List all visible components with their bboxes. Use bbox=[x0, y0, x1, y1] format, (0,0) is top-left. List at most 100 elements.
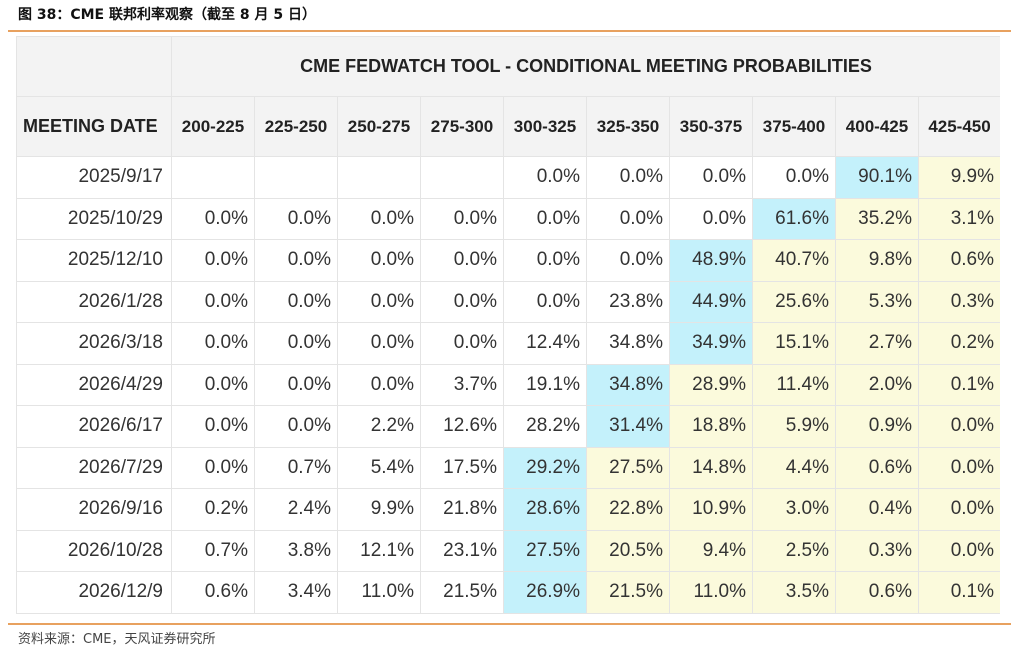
probability-cell: 0.0% bbox=[503, 280, 587, 323]
probability-cell: 29.2% bbox=[503, 446, 587, 489]
fedwatch-table: CME FEDWATCH TOOL - CONDITIONAL MEETING … bbox=[16, 36, 1000, 614]
probability-cell: 0.0% bbox=[171, 405, 255, 448]
probability-cell: 3.8% bbox=[254, 529, 338, 572]
source-note: 资料来源：CME，天风证券研究所 bbox=[18, 632, 216, 647]
probability-cell: 9.4% bbox=[669, 529, 753, 572]
table-row: 2025/10/29 0.0% 0.0% 0.0% 0.0% 0.0% 0.0% 0.0% 61… bbox=[16, 197, 1000, 240]
probability-cell: 9.9% bbox=[917, 156, 1000, 199]
probability-cell: 0.0% bbox=[917, 405, 1000, 448]
probability-cell: 23.8% bbox=[586, 280, 670, 323]
probability-cell: 0.0% bbox=[420, 239, 504, 282]
rate-header: 425-450 bbox=[917, 96, 1000, 157]
table-row: 2026/6/17 0.0% 0.0% 2.2% 12.6% 28.2% 31.4% 18.8… bbox=[16, 405, 1000, 448]
probability-cell: 34.8% bbox=[586, 322, 670, 365]
probability-cell: 9.8% bbox=[835, 239, 919, 282]
table-row: 2025/12/10 0.0% 0.0% 0.0% 0.0% 0.0% 0.0% 48.9% 4… bbox=[16, 239, 1000, 282]
probability-cell: 0.1% bbox=[917, 571, 1000, 614]
rate-header: 325-350 bbox=[586, 96, 670, 157]
meeting-date-cell: 2026/6/17 bbox=[16, 405, 172, 448]
probability-cell: 12.6% bbox=[420, 405, 504, 448]
probability-cell bbox=[254, 156, 338, 199]
probability-cell: 0.0% bbox=[503, 197, 587, 240]
probability-cell: 5.3% bbox=[835, 280, 919, 323]
rate-header: 350-375 bbox=[669, 96, 753, 157]
probability-cell: 0.0% bbox=[420, 322, 504, 365]
probability-cell: 28.6% bbox=[503, 488, 587, 531]
probability-cell: 0.0% bbox=[420, 197, 504, 240]
rate-header: 275-300 bbox=[420, 96, 504, 157]
probability-cell: 27.5% bbox=[586, 446, 670, 489]
meeting-date-cell: 2026/9/16 bbox=[16, 488, 172, 531]
meeting-date-cell: 2026/10/28 bbox=[16, 529, 172, 572]
probability-cell: 0.6% bbox=[171, 571, 255, 614]
probability-cell: 0.0% bbox=[171, 322, 255, 365]
figure-caption: 图 38：CME 联邦利率观察（截至 8 月 5 日） bbox=[18, 7, 316, 23]
probability-cell: 3.4% bbox=[254, 571, 338, 614]
meeting-date-cell: 2025/12/10 bbox=[16, 239, 172, 282]
probability-cell: 12.1% bbox=[337, 529, 421, 572]
probability-cell: 0.0% bbox=[917, 488, 1000, 531]
probability-cell: 3.7% bbox=[420, 363, 504, 406]
probability-cell: 21.5% bbox=[420, 571, 504, 614]
table-row: 2025/9/17 0.0% 0.0% 0.0% 0.0% 90.1% 9.9% bbox=[16, 156, 1000, 199]
probability-cell: 0.0% bbox=[171, 197, 255, 240]
title-row: CME FEDWATCH TOOL - CONDITIONAL MEETING … bbox=[16, 36, 1000, 97]
probability-cell: 48.9% bbox=[669, 239, 753, 282]
probability-cell: 2.7% bbox=[835, 322, 919, 365]
rate-header: 375-400 bbox=[752, 96, 836, 157]
probability-cell: 22.8% bbox=[586, 488, 670, 531]
probability-cell: 5.9% bbox=[752, 405, 836, 448]
table-row: 2026/7/29 0.0% 0.7% 5.4% 17.5% 29.2% 27.5% 14.8… bbox=[16, 446, 1000, 489]
probability-cell: 61.6% bbox=[752, 197, 836, 240]
fedwatch-table-container: CME FEDWATCH TOOL - CONDITIONAL MEETING … bbox=[16, 36, 1000, 616]
probability-cell: 5.4% bbox=[337, 446, 421, 489]
probability-cell: 0.0% bbox=[171, 446, 255, 489]
bottom-rule bbox=[8, 623, 1011, 625]
top-rule bbox=[8, 30, 1011, 32]
probability-cell: 14.8% bbox=[669, 446, 753, 489]
probability-cell: 3.5% bbox=[752, 571, 836, 614]
table-row: 2026/4/29 0.0% 0.0% 0.0% 3.7% 19.1% 34.8% 28.9%… bbox=[16, 363, 1000, 406]
probability-cell: 0.3% bbox=[835, 529, 919, 572]
probability-cell: 0.0% bbox=[254, 239, 338, 282]
probability-cell: 2.0% bbox=[835, 363, 919, 406]
probability-cell: 18.8% bbox=[669, 405, 753, 448]
rate-header: 225-250 bbox=[254, 96, 338, 157]
probability-cell: 90.1% bbox=[835, 156, 919, 199]
meeting-date-cell: 2026/12/9 bbox=[16, 571, 172, 614]
meeting-date-cell: 2026/4/29 bbox=[16, 363, 172, 406]
probability-cell: 0.0% bbox=[254, 197, 338, 240]
probability-cell: 34.9% bbox=[669, 322, 753, 365]
probability-cell: 17.5% bbox=[420, 446, 504, 489]
probability-cell: 3.1% bbox=[917, 197, 1000, 240]
meeting-date-cell: 2026/7/29 bbox=[16, 446, 172, 489]
table-row: 2026/12/9 0.6% 3.4% 11.0% 21.5% 26.9% 21.5% 11.… bbox=[16, 571, 1000, 614]
probability-cell: 0.4% bbox=[835, 488, 919, 531]
probability-cell: 34.8% bbox=[586, 363, 670, 406]
probability-cell: 0.6% bbox=[835, 446, 919, 489]
probability-cell: 12.4% bbox=[503, 322, 587, 365]
probability-cell: 11.0% bbox=[337, 571, 421, 614]
probability-cell: 2.4% bbox=[254, 488, 338, 531]
probability-cell bbox=[420, 156, 504, 199]
probability-cell: 0.7% bbox=[171, 529, 255, 572]
probability-cell: 19.1% bbox=[503, 363, 587, 406]
meeting-date-cell: 2025/10/29 bbox=[16, 197, 172, 240]
probability-cell: 0.0% bbox=[586, 156, 670, 199]
probability-cell: 2.2% bbox=[337, 405, 421, 448]
probability-cell: 10.9% bbox=[669, 488, 753, 531]
probability-cell: 0.0% bbox=[337, 280, 421, 323]
table-row: 2026/3/18 0.0% 0.0% 0.0% 0.0% 12.4% 34.8% 34.9%… bbox=[16, 322, 1000, 365]
probability-cell: 2.5% bbox=[752, 529, 836, 572]
probability-cell: 0.0% bbox=[254, 405, 338, 448]
meeting-date-cell: 2026/3/18 bbox=[16, 322, 172, 365]
probability-cell: 21.5% bbox=[586, 571, 670, 614]
probability-cell: 0.0% bbox=[171, 280, 255, 323]
rate-header: 400-425 bbox=[835, 96, 919, 157]
probability-cell: 28.9% bbox=[669, 363, 753, 406]
probability-cell: 27.5% bbox=[503, 529, 587, 572]
probability-cell: 0.0% bbox=[917, 446, 1000, 489]
probability-cell: 35.2% bbox=[835, 197, 919, 240]
probability-cell: 28.2% bbox=[503, 405, 587, 448]
probability-cell: 0.0% bbox=[420, 280, 504, 323]
